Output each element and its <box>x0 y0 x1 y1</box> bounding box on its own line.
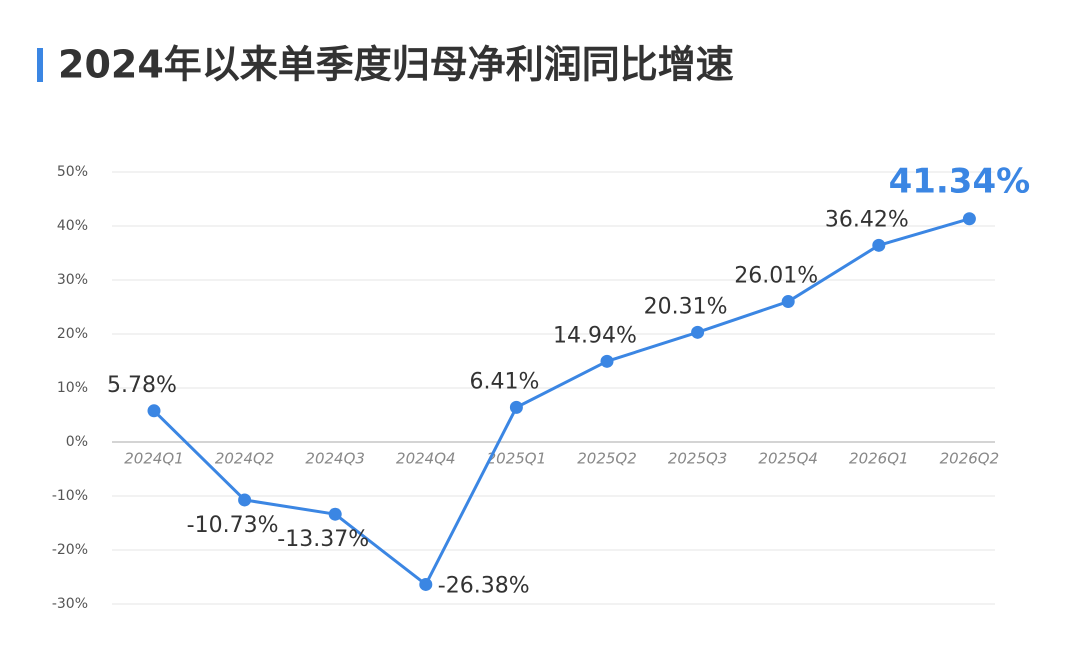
value-label: 20.31% <box>644 294 728 319</box>
point <box>781 295 795 309</box>
point <box>147 404 161 418</box>
y-tick-label: 40% <box>57 218 88 234</box>
point <box>419 577 433 591</box>
x-tick-label: 2025Q2 <box>577 450 637 468</box>
title-accent <box>37 48 43 82</box>
x-tick-label: 2024Q2 <box>215 450 275 468</box>
x-tick-label: 2025Q1 <box>487 450 547 468</box>
value-label: -10.73% <box>187 513 279 538</box>
value-label: -26.38% <box>438 573 530 598</box>
value-label: 26.01% <box>734 264 818 289</box>
value-label: 14.94% <box>553 323 637 348</box>
value-label-highlight: 41.34% <box>889 161 1031 201</box>
value-label: -13.37% <box>277 527 369 552</box>
y-tick-label: 30% <box>57 272 88 288</box>
x-tick-label: 2026Q1 <box>849 450 909 468</box>
y-tick-label: 20% <box>57 326 88 342</box>
y-tick-label: 10% <box>57 380 88 396</box>
x-tick-label: 2024Q1 <box>124 450 184 468</box>
y-tick-label: 0% <box>66 434 88 450</box>
x-tick-label: 2025Q4 <box>758 450 818 468</box>
x-tick-label: 2026Q2 <box>940 450 1000 468</box>
point <box>328 507 342 521</box>
point <box>691 325 705 339</box>
point <box>600 354 614 368</box>
y-tick-label: -20% <box>52 542 88 558</box>
point <box>962 212 976 226</box>
x-tick-label: 2024Q3 <box>305 450 365 468</box>
line <box>152 217 970 586</box>
point <box>872 238 886 252</box>
point <box>509 400 523 414</box>
x-tick-label: 2024Q4 <box>396 450 456 468</box>
y-tick-label: -10% <box>52 488 88 504</box>
value-label: 36.42% <box>825 207 909 232</box>
value-label: 6.41% <box>469 369 539 394</box>
y-tick-label: -30% <box>52 596 88 612</box>
x-tick-label: 2025Q3 <box>668 450 728 468</box>
y-tick-label: 50% <box>57 164 88 180</box>
point <box>238 493 252 507</box>
chart-title: 2024年以来单季度归母净利润同比增速 <box>58 43 734 87</box>
value-label: 5.78% <box>107 373 177 398</box>
